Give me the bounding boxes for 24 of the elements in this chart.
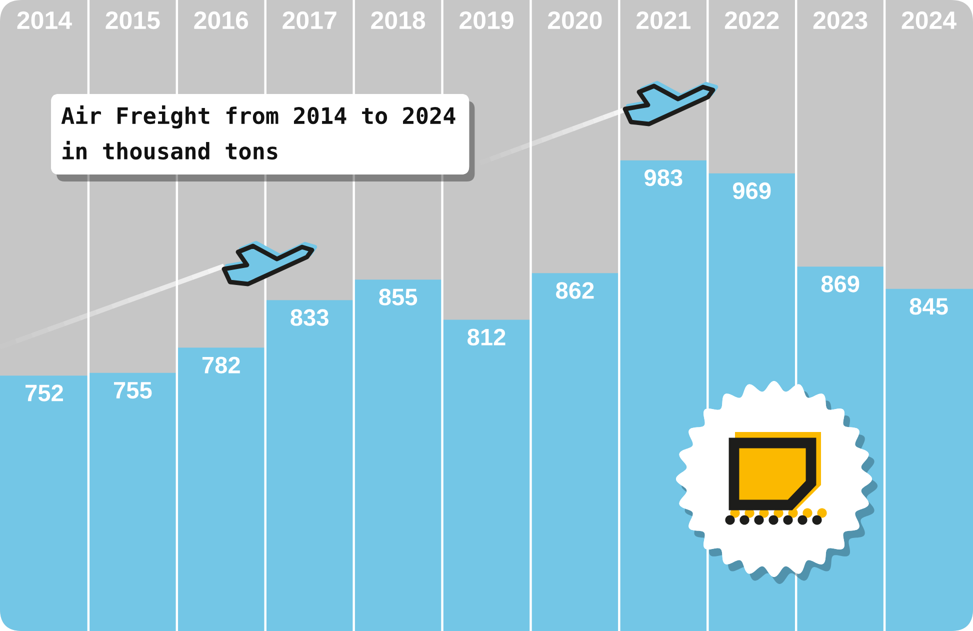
- x-tick-label: 2018: [371, 11, 426, 30]
- x-tick-label: 2016: [194, 11, 248, 30]
- data-label: 969: [732, 182, 771, 200]
- data-label: 782: [202, 356, 240, 374]
- x-tick-label: 2017: [282, 11, 336, 30]
- data-label: 855: [379, 288, 418, 306]
- data-label: 752: [26, 384, 63, 402]
- x-tick-label: 2020: [548, 11, 602, 30]
- x-tick-label: 2022: [724, 11, 779, 30]
- x-tick-label: 2014: [17, 11, 72, 30]
- data-label: 833: [290, 309, 328, 326]
- x-tick-label: 2015: [106, 11, 160, 30]
- x-tick-label: 2019: [460, 11, 514, 30]
- data-label: 983: [644, 169, 682, 186]
- data-label: 755: [114, 382, 152, 399]
- data-label: 862: [556, 282, 594, 299]
- x-tick-label: 2024: [902, 11, 956, 30]
- x-tick-label: 2021: [636, 11, 691, 30]
- data-label: 812: [468, 328, 506, 346]
- data-label: 845: [910, 298, 948, 315]
- text: Air Freight from 2014 to 2024: [61, 105, 456, 129]
- x-tick-label: 2023: [813, 11, 868, 30]
- data-label: 869: [821, 276, 860, 292]
- text: in thousand tons: [62, 140, 278, 160]
